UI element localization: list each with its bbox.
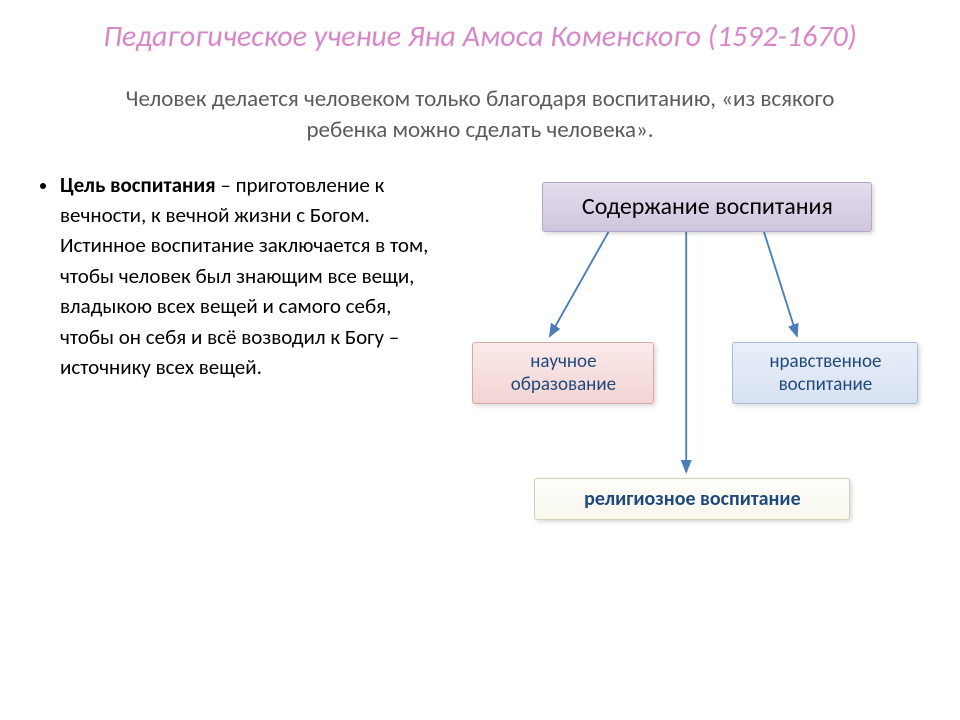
bullet-rest: – приготовление к вечности, к вечной жиз… [60,172,428,381]
bullet-text: Цель воспитания – приготовление к вечнос… [60,170,446,383]
left-column: Цель воспитания – приготовление к вечнос… [40,170,462,550]
slide-title: Педагогическое учение Яна Амоса Коменско… [0,0,960,66]
bullet-dot-icon [40,183,46,189]
subtitle-text: Человек делается человеком только благод… [126,85,835,144]
diagram-root-label: Содержание воспитания [582,192,833,221]
arrow-line [550,232,609,336]
diagram-left-box: научное образование [472,342,654,404]
slide-subtitle: Человек делается человеком только благод… [0,66,960,170]
diagram-root-box: Содержание воспитания [542,182,872,232]
diagram-area: Содержание воспитания научное образовани… [462,170,920,550]
diagram-left-label: научное образование [483,350,643,396]
diagram-bottom-label: религиозное воспитание [584,487,801,511]
content-area: Цель воспитания – приготовление к вечнос… [0,170,960,550]
bullet-bold-lead: Цель воспитания [60,172,216,198]
bullet-item: Цель воспитания – приготовление к вечнос… [40,170,446,383]
title-text: Педагогическое учение Яна Амоса Коменско… [103,18,857,55]
diagram-right-label: нравственное воспитание [743,350,907,396]
arrow-line [764,232,797,336]
diagram-bottom-box: религиозное воспитание [534,478,850,520]
diagram-right-box: нравственное воспитание [732,342,918,404]
